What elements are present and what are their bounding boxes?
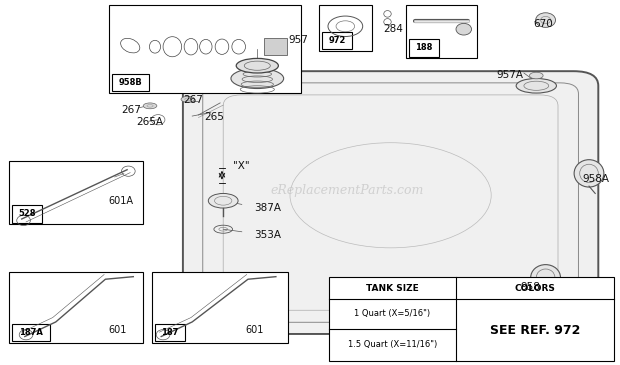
Bar — [406, 5, 477, 58]
Bar — [9, 272, 143, 343]
Bar — [12, 324, 50, 341]
Text: 188: 188 — [415, 43, 433, 52]
Text: 972: 972 — [329, 36, 346, 45]
Bar — [264, 38, 287, 55]
Text: 353A: 353A — [254, 230, 281, 241]
Ellipse shape — [236, 58, 278, 73]
Text: 957A: 957A — [496, 70, 523, 80]
Text: 670: 670 — [533, 19, 553, 29]
Ellipse shape — [516, 78, 556, 93]
Ellipse shape — [456, 23, 471, 35]
Text: SEE REF. 972: SEE REF. 972 — [490, 324, 580, 337]
Bar — [152, 272, 288, 343]
Text: 265A: 265A — [136, 117, 164, 127]
Text: eReplacementParts.com: eReplacementParts.com — [270, 184, 424, 197]
Ellipse shape — [208, 193, 238, 208]
Text: 958: 958 — [521, 281, 541, 292]
Bar — [108, 5, 301, 93]
Text: COLORS: COLORS — [515, 284, 555, 293]
Text: "X": "X" — [232, 161, 249, 171]
Ellipse shape — [231, 68, 284, 88]
Text: 187A: 187A — [19, 328, 43, 337]
Ellipse shape — [574, 160, 604, 187]
Bar — [322, 32, 352, 49]
Text: 528: 528 — [19, 210, 36, 218]
Text: 187: 187 — [161, 328, 179, 337]
Text: 958B: 958B — [118, 78, 142, 87]
Ellipse shape — [531, 265, 560, 290]
Ellipse shape — [536, 13, 556, 27]
Bar — [155, 324, 185, 341]
Bar — [112, 74, 149, 91]
Bar — [319, 5, 372, 51]
Ellipse shape — [181, 96, 195, 102]
Ellipse shape — [143, 103, 157, 109]
Text: 1 Quart (X=5/16"): 1 Quart (X=5/16") — [354, 310, 430, 318]
FancyBboxPatch shape — [183, 71, 598, 334]
Ellipse shape — [529, 72, 543, 79]
Text: 387A: 387A — [254, 203, 281, 213]
Text: 601A: 601A — [108, 196, 133, 206]
Text: 1.5 Quart (X=11/16"): 1.5 Quart (X=11/16") — [348, 341, 436, 349]
Text: 957: 957 — [288, 35, 308, 45]
Bar — [9, 161, 143, 224]
Text: 958A: 958A — [583, 174, 610, 184]
Text: 265: 265 — [205, 112, 224, 122]
Text: TANK SIZE: TANK SIZE — [366, 284, 418, 293]
Text: 267: 267 — [183, 95, 203, 105]
Bar — [409, 39, 439, 57]
Text: 601: 601 — [245, 325, 264, 335]
Text: 601: 601 — [108, 325, 127, 335]
Text: 267: 267 — [121, 105, 141, 115]
Text: 284: 284 — [383, 24, 403, 34]
Bar — [329, 277, 614, 361]
Bar — [12, 205, 42, 223]
